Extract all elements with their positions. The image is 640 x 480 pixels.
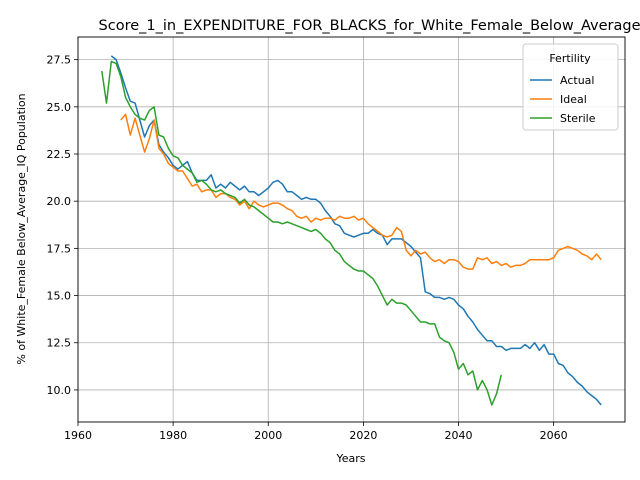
y-axis-label: % of White_Female Below_Average_IQ Popul… bbox=[15, 93, 28, 364]
series-line-sterile bbox=[101, 60, 503, 406]
y-tick-label: 22.5 bbox=[47, 148, 72, 161]
x-tick-label: 2000 bbox=[254, 429, 282, 442]
y-tick-label: 12.5 bbox=[47, 337, 72, 350]
y-tick-label: 27.5 bbox=[47, 54, 72, 67]
legend-label-sterile: Sterile bbox=[560, 112, 596, 125]
legend-items: Actual Ideal Sterile bbox=[530, 74, 596, 125]
series-lines bbox=[101, 55, 602, 406]
x-tick-label: 2040 bbox=[445, 429, 473, 442]
legend: Fertility Actual Ideal Sterile bbox=[522, 43, 619, 131]
x-tick-label: 1980 bbox=[159, 429, 187, 442]
x-axis-label: Years bbox=[335, 452, 365, 465]
x-tick-label: 2020 bbox=[349, 429, 377, 442]
legend-label-actual: Actual bbox=[560, 74, 594, 87]
y-tick-label: 15.0 bbox=[47, 290, 72, 303]
y-tick-label: 17.5 bbox=[47, 242, 72, 255]
chart-title: Score_1_in_EXPENDITURE_FOR_BLACKS_for_Wh… bbox=[99, 18, 640, 34]
y-tick-label: 20.0 bbox=[47, 195, 72, 208]
x-tick-label: 1960 bbox=[64, 429, 92, 442]
x-axis-ticks: 1960 1980 2000 2020 2040 2060 bbox=[64, 422, 568, 442]
y-tick-label: 25.0 bbox=[47, 101, 72, 114]
plot-frame bbox=[77, 36, 626, 423]
y-tick-label: 10.0 bbox=[47, 384, 72, 397]
legend-label-ideal: Ideal bbox=[560, 93, 587, 106]
legend-box bbox=[522, 43, 619, 131]
y-axis-ticks: 10.0 12.5 15.0 17.5 20.0 22.5 25.0 27.5 bbox=[47, 54, 78, 397]
x-tick-label: 2060 bbox=[540, 429, 568, 442]
legend-title: Fertility bbox=[549, 52, 591, 65]
series-line-ideal bbox=[120, 113, 602, 270]
